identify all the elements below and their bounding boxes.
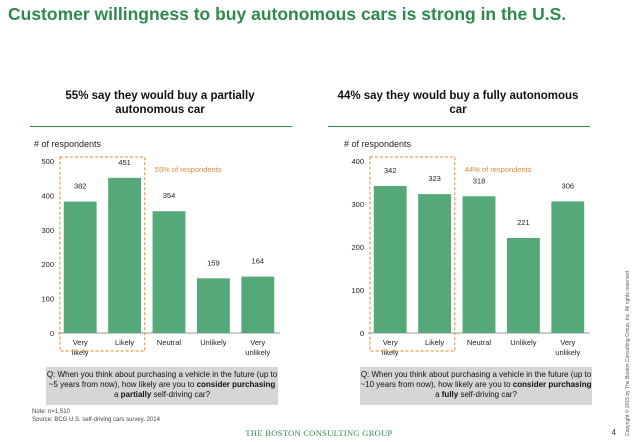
left-panel-rule [30, 126, 292, 127]
bar-value-label: 342 [384, 166, 397, 175]
y-tick-label: 300 [41, 226, 54, 235]
y-tick-label: 300 [351, 200, 364, 209]
x-tick-label: Neutral [467, 338, 492, 347]
x-tick-label: Very [73, 338, 88, 347]
x-tick-label: Unlikely [510, 338, 537, 347]
question-emphasis: partially [120, 390, 152, 399]
slide-title: Customer willingness to buy autonomous c… [8, 4, 567, 24]
right-panel-subtitle: 44% say they would buy a fully autonomou… [337, 90, 579, 116]
question-emphasis: consider purchasing [512, 380, 592, 389]
x-tick-label: Very [250, 338, 265, 347]
bar-value-label: 451 [118, 158, 131, 167]
annotation-dashed-box [369, 156, 456, 352]
right-question-box: Q: When you think about purchasing a veh… [360, 367, 592, 405]
y-tick-label: 200 [351, 243, 364, 252]
question-text: self-driving car? [458, 390, 517, 399]
x-tick-label: Likely [425, 338, 444, 347]
question-text: self-driving car? [151, 390, 211, 399]
note-text: Note: n=1,510 [32, 409, 70, 415]
x-tick-label: unlikely [245, 348, 270, 357]
right-panel-rule [328, 126, 590, 127]
question-text: Q: When you think about purchasing a veh… [360, 370, 592, 389]
y-tick-label: 0 [50, 329, 54, 338]
y-tick-label: 0 [360, 329, 364, 338]
y-tick-label: 400 [351, 157, 364, 166]
x-tick-label: Very [383, 338, 398, 347]
bar [418, 194, 452, 333]
bar [196, 278, 230, 333]
bar-value-label: 306 [562, 181, 575, 190]
bcg-logo: THE BOSTON CONSULTING GROUP [245, 428, 393, 438]
question-emphasis: fully [441, 390, 459, 399]
copyright-notice: Copyright © 2015 by The Boston Consultin… [625, 269, 631, 436]
bar [63, 201, 97, 333]
bar-value-label: 318 [473, 176, 486, 185]
x-tick-label: Likely [115, 338, 134, 347]
bar [551, 201, 585, 333]
bar [373, 185, 407, 333]
right-y-axis-label: # of respondents [344, 139, 412, 149]
annotation-label: 44% of respondents [465, 165, 532, 174]
source-text: Source: BCG U.S. self-driving cars surve… [32, 417, 160, 423]
left-panel-subtitle: 55% say they would buy a partially auton… [65, 90, 255, 116]
bar [152, 211, 186, 333]
question-text: Q: When you think about purchasing a veh… [46, 370, 278, 389]
bar-value-label: 159 [207, 258, 220, 267]
annotation-label: 55% of respondents [155, 165, 222, 174]
x-tick-label: Very [560, 338, 575, 347]
bar [108, 177, 142, 333]
bar-value-label: 354 [163, 191, 176, 200]
y-tick-label: 100 [41, 295, 54, 304]
y-tick-label: 400 [41, 191, 54, 200]
question-emphasis: consider purchasing [196, 380, 276, 389]
question-text: a [113, 390, 121, 399]
bar-value-label: 323 [428, 174, 441, 183]
x-tick-label: likely [72, 348, 89, 357]
x-tick-label: unlikely [555, 348, 580, 357]
question-text: a [435, 390, 442, 399]
bar [506, 237, 540, 333]
annotation-dashed-box [59, 156, 146, 352]
y-tick-label: 100 [351, 286, 364, 295]
left-question-box: Q: When you think about purchasing a veh… [46, 367, 278, 405]
bar-value-label: 221 [517, 218, 530, 227]
bar-value-label: 164 [252, 257, 265, 266]
y-tick-label: 200 [41, 260, 54, 269]
left-bar-chart: 0100200300400500382Verylikely451Likely35… [41, 156, 280, 357]
left-y-axis-label: # of respondents [34, 139, 102, 149]
right-bar-chart: 0100200300400342Verylikely323Likely318Ne… [351, 156, 590, 357]
bar [462, 196, 496, 333]
bar-value-label: 382 [74, 182, 87, 191]
y-tick-label: 500 [41, 157, 54, 166]
x-tick-label: Neutral [157, 338, 182, 347]
x-tick-label: Unlikely [200, 338, 227, 347]
page-number: 4 [611, 428, 616, 437]
x-tick-label: likely [382, 348, 399, 357]
bar [241, 276, 275, 333]
